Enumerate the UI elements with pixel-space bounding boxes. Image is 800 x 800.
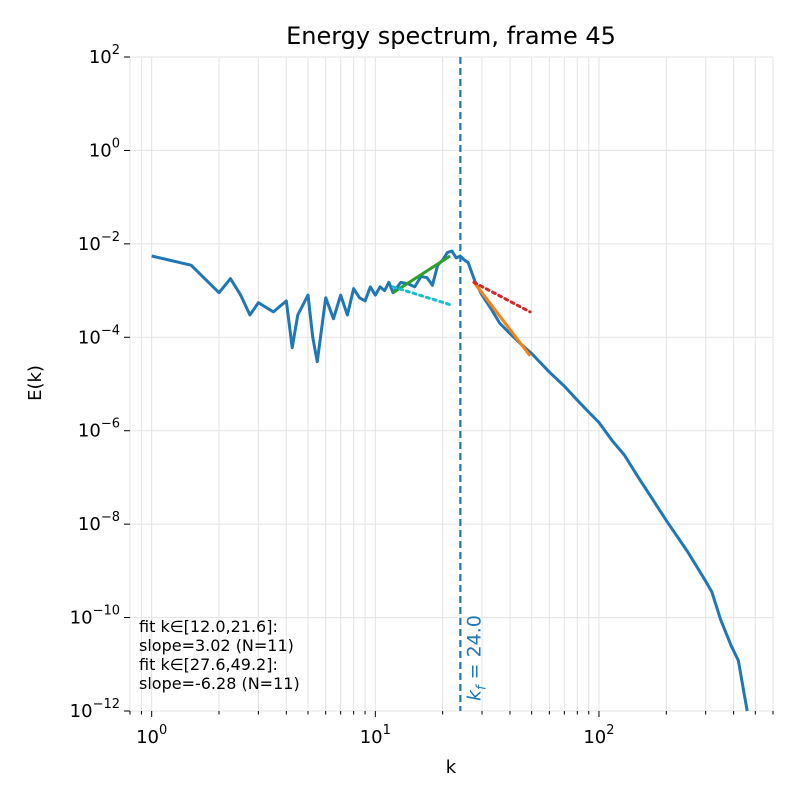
x-tick-label: 100 xyxy=(136,723,167,748)
y-tick-label: 10−2 xyxy=(78,230,120,255)
y-tick-label: 102 xyxy=(89,43,120,68)
fit-lines xyxy=(391,254,532,357)
fit-extrapolation-line xyxy=(391,285,452,307)
axis-ticks: 102 100 10−2 10−4 10−6 10−8 10−10 10−12 100 101 10… xyxy=(70,43,774,748)
fit-annotation: fit k∈[12.0,21.6]:slope=3.02 (N=11)fit k… xyxy=(139,617,300,693)
y-axis-label: E(k) xyxy=(25,365,46,401)
y-tick-label: 10−4 xyxy=(78,323,120,348)
forcing-wavenumber-label: kf = 24.0 xyxy=(463,615,489,701)
y-tick-label: 10−8 xyxy=(78,510,120,535)
fit-extrapolation-line xyxy=(472,280,532,314)
y-tick-label: 10−6 xyxy=(78,417,120,442)
fit-annotation-line: slope=-6.28 (N=11) xyxy=(139,674,300,693)
chart-title: Energy spectrum, frame 45 xyxy=(286,22,616,50)
x-tick-label: 101 xyxy=(360,723,391,748)
fit-annotation-line: fit k∈[27.6,49.2]: xyxy=(139,655,278,674)
y-tick-label: 100 xyxy=(89,136,120,161)
grid xyxy=(129,56,774,712)
y-tick-label: 10−12 xyxy=(70,697,120,722)
forcing-wavenumber-marker: kf = 24.0 xyxy=(459,57,489,711)
series-layer xyxy=(151,249,749,712)
fit-line xyxy=(392,254,451,294)
spectrum-line xyxy=(151,249,749,712)
x-axis-label: k xyxy=(446,757,457,778)
fit-annotation-line: fit k∈[12.0,21.6]: xyxy=(139,617,278,636)
fit-annotation-line: slope=3.02 (N=11) xyxy=(139,636,294,655)
y-tick-label: 10−10 xyxy=(70,604,120,629)
fit-line xyxy=(472,281,532,357)
x-tick-label: 102 xyxy=(583,723,614,748)
